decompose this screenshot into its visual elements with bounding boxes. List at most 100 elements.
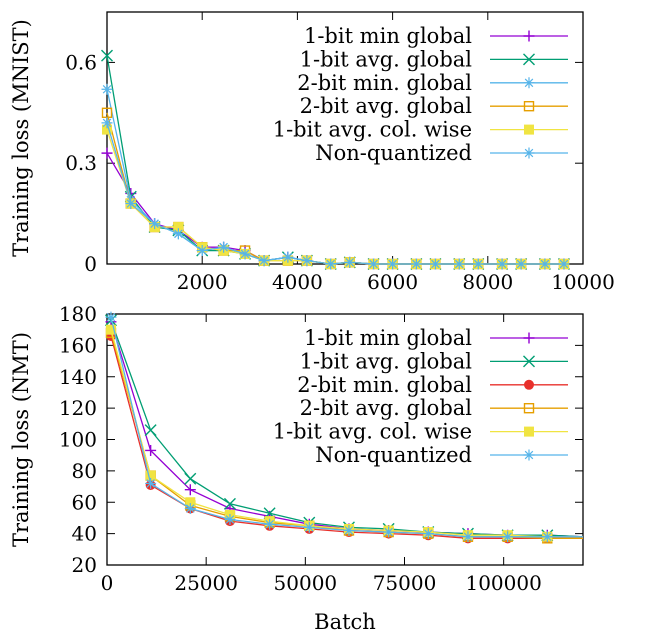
legend-label: 2-bit avg. global	[300, 94, 473, 118]
data-point	[239, 248, 251, 260]
data-point	[105, 324, 116, 335]
legend-label: 2-bit min. global	[297, 71, 472, 95]
data-point	[101, 83, 113, 95]
y-tick-label: 180	[59, 302, 97, 326]
data-point	[184, 472, 197, 485]
legend-label: 1-bit min global	[304, 326, 472, 350]
x-tick-label: 6000	[367, 270, 418, 294]
data-point	[515, 258, 527, 270]
y-tick-label: 0.6	[65, 50, 97, 74]
series-6	[105, 311, 583, 543]
data-point	[462, 531, 474, 543]
data-point	[101, 107, 113, 119]
data-point	[344, 256, 356, 268]
legend-label: 1-bit avg. col. wise	[273, 420, 472, 444]
y-tick-label: 140	[59, 365, 97, 389]
y-tick-label: 100	[59, 428, 97, 452]
data-point	[102, 124, 112, 135]
legend-swatch-marker	[523, 449, 535, 461]
y-axis-label: Training loss (NMT)	[9, 332, 33, 547]
data-point	[539, 258, 551, 270]
data-point	[218, 241, 230, 253]
x-tick-label: 0	[101, 571, 114, 595]
data-point	[264, 518, 276, 530]
legend-swatch-marker	[524, 379, 534, 390]
y-tick-label: 0	[84, 252, 97, 276]
data-point	[301, 255, 313, 267]
data-point	[282, 251, 294, 263]
x-tick-label: 8000	[462, 270, 513, 294]
data-point	[101, 117, 113, 129]
data-point	[325, 258, 337, 270]
legend-label: 1-bit avg. global	[300, 349, 473, 373]
legend-swatch-marker	[523, 403, 535, 414]
y-axis-label: Training loss (MNIST)	[9, 19, 33, 257]
data-point	[101, 147, 113, 159]
legend-swatch-marker	[523, 355, 535, 368]
legend-swatch-marker	[523, 332, 535, 344]
series-6	[101, 117, 570, 270]
data-point	[173, 222, 184, 233]
legend-label: 1-bit avg. global	[300, 47, 473, 71]
data-point	[502, 531, 514, 543]
data-point	[453, 258, 465, 270]
legend-swatch-marker	[523, 100, 535, 112]
y-tick-label: 80	[72, 459, 97, 483]
data-point	[258, 255, 270, 267]
x-tick-label: 10000	[551, 270, 615, 294]
data-point	[410, 258, 422, 270]
data-point	[149, 218, 161, 230]
legend-swatch-marker	[523, 30, 535, 42]
y-tick-label: 40	[72, 522, 97, 546]
series-line	[106, 152, 564, 265]
data-point	[387, 258, 399, 270]
series-line	[106, 122, 564, 265]
legend-label: 2-bit min. global	[297, 373, 472, 397]
legend-swatch-marker	[524, 124, 534, 135]
legend-label: 2-bit avg. global	[300, 396, 473, 420]
y-tick-label: 120	[59, 396, 97, 420]
data-point	[383, 526, 395, 538]
x-tick-label: 2000	[177, 270, 228, 294]
data-point	[541, 531, 553, 543]
data-point	[144, 424, 157, 437]
data-point	[368, 258, 380, 270]
data-point	[223, 497, 236, 510]
x-axis-label: Batch	[314, 610, 376, 634]
legend-swatch-marker	[523, 147, 535, 159]
data-point	[429, 258, 441, 270]
data-point	[196, 245, 208, 257]
data-point	[303, 521, 315, 533]
x-tick-label: 50000	[274, 571, 338, 595]
legend-label: Non-quantized	[315, 443, 472, 467]
data-point	[172, 228, 184, 240]
y-tick-label: 160	[59, 333, 97, 357]
data-point	[224, 514, 236, 526]
y-tick-label: 60	[72, 490, 97, 514]
legend-swatch-marker	[523, 77, 535, 89]
legend-label: 1-bit min global	[304, 24, 472, 48]
data-point	[343, 524, 355, 536]
x-tick-label: 75000	[373, 571, 437, 595]
chart-panel-1: 2000 4000 6000 8000 10000 0 0.3 0.6 Training los…	[9, 11, 615, 294]
y-tick-label: 0.3	[65, 151, 97, 175]
data-point	[145, 444, 157, 456]
data-point	[125, 198, 137, 210]
x-tick-label: 4000	[272, 270, 323, 294]
legend-label: 1-bit avg. col. wise	[273, 118, 472, 142]
x-tick-label: 100000	[465, 571, 541, 595]
series-1	[101, 147, 570, 270]
chart-panel-2: 0 25000 50000 75000 100000 20 40 60 80 100 120 140 1…	[9, 302, 584, 634]
data-point	[101, 49, 113, 62]
data-point	[145, 470, 156, 481]
x-tick-label: 25000	[174, 571, 238, 595]
data-point	[185, 497, 196, 508]
data-point	[496, 258, 508, 270]
data-point	[184, 503, 196, 515]
data-point	[145, 477, 157, 489]
data-point	[422, 528, 434, 540]
data-point	[184, 484, 196, 496]
